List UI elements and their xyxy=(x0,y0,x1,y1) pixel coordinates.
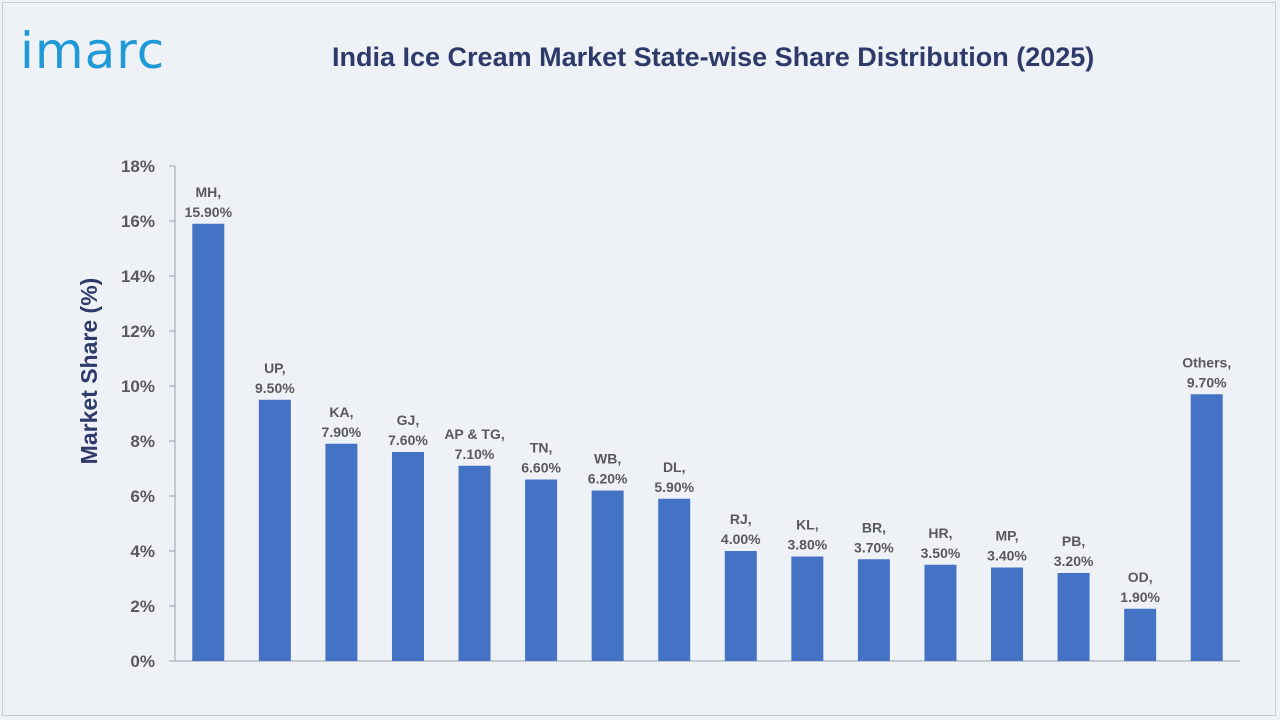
data-label-category: AP & TG, xyxy=(444,426,504,442)
data-label-category: WB, xyxy=(594,451,621,467)
data-label-value: 3.20% xyxy=(1054,553,1094,569)
bar xyxy=(658,498,691,661)
data-label-value: 3.50% xyxy=(921,545,961,561)
chart-title: India Ice Cream Market State-wise Share … xyxy=(332,42,1095,72)
data-label-value: 5.90% xyxy=(654,479,694,495)
y-tick-label: 2% xyxy=(130,597,155,616)
bar xyxy=(525,479,558,661)
data-label-value: 7.60% xyxy=(388,432,428,448)
data-label-value: 6.20% xyxy=(588,471,628,487)
data-label-category: DL, xyxy=(663,459,686,475)
bar xyxy=(192,223,225,661)
brand-logo: imarc xyxy=(20,22,166,80)
data-label-category: RJ, xyxy=(730,511,752,527)
data-label-category: TN, xyxy=(530,440,553,456)
data-label-category: Others, xyxy=(1182,354,1231,370)
data-labels: MH, 15.90% UP, 9.50% KA, 7.90% GJ, 7.60% AP & TG… xyxy=(185,184,1232,605)
data-label-value: 7.10% xyxy=(455,446,495,462)
bar xyxy=(325,443,358,661)
data-label-value: 9.50% xyxy=(255,380,295,396)
data-label-value: 3.80% xyxy=(787,537,827,553)
y-tick-label: 6% xyxy=(130,487,155,506)
bar xyxy=(1190,394,1223,661)
data-label-category: HR, xyxy=(928,525,952,541)
y-tick-label: 12% xyxy=(121,322,155,341)
bar xyxy=(924,564,957,661)
data-label-value: 1.90% xyxy=(1120,589,1160,605)
bars xyxy=(192,223,1223,661)
y-tick-label: 4% xyxy=(130,542,155,561)
data-label-category: OD, xyxy=(1128,569,1153,585)
data-label-category: BR, xyxy=(862,519,886,535)
data-label-value: 15.90% xyxy=(185,204,233,220)
y-tick-label: 16% xyxy=(121,212,155,231)
y-tick-label: 14% xyxy=(121,267,155,286)
y-axis-label: Market Share (%) xyxy=(76,278,102,465)
data-label-value: 6.60% xyxy=(521,460,561,476)
bar xyxy=(1124,608,1157,661)
bar xyxy=(591,490,624,661)
data-label-category: KL, xyxy=(796,517,819,533)
data-label-category: KA, xyxy=(329,404,353,420)
data-label-category: UP, xyxy=(264,360,286,376)
data-label-category: MP, xyxy=(995,528,1018,544)
bar xyxy=(991,567,1024,661)
bar xyxy=(857,559,890,661)
data-label-value: 9.70% xyxy=(1187,374,1227,390)
data-label-value: 7.90% xyxy=(322,424,362,440)
y-tick-label: 8% xyxy=(130,432,155,451)
bar xyxy=(458,465,491,661)
data-label-category: PB, xyxy=(1062,533,1085,549)
data-label-category: MH, xyxy=(195,184,221,200)
data-label-value: 3.70% xyxy=(854,539,894,555)
bar xyxy=(791,556,824,661)
data-label-value: 4.00% xyxy=(721,531,761,547)
bar xyxy=(258,399,291,661)
y-tick-label: 10% xyxy=(121,377,155,396)
data-label-category: GJ, xyxy=(397,412,420,428)
data-label-value: 3.40% xyxy=(987,548,1027,564)
bar xyxy=(724,551,757,661)
bar xyxy=(1057,573,1090,661)
y-tick-label: 18% xyxy=(121,157,155,176)
y-tick-label: 0% xyxy=(130,652,155,671)
bar xyxy=(391,452,424,661)
